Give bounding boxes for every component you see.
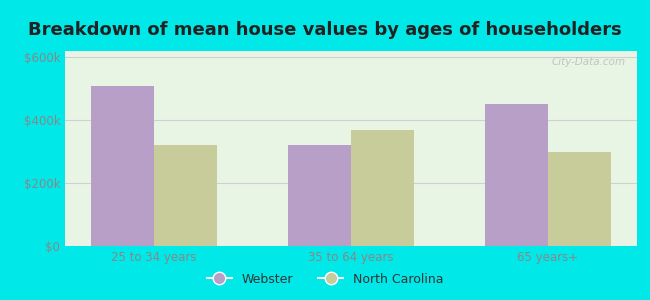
Bar [91,85,154,246]
Bar [288,146,351,246]
Legend: Webster, North Carolina: Webster, North Carolina [202,268,448,291]
Text: Breakdown of mean house values by ages of householders: Breakdown of mean house values by ages o… [28,21,622,39]
Bar [154,146,217,246]
Text: City-Data.com: City-Data.com [551,57,625,67]
Bar [351,130,414,246]
Bar [485,104,548,246]
Bar [548,152,611,246]
